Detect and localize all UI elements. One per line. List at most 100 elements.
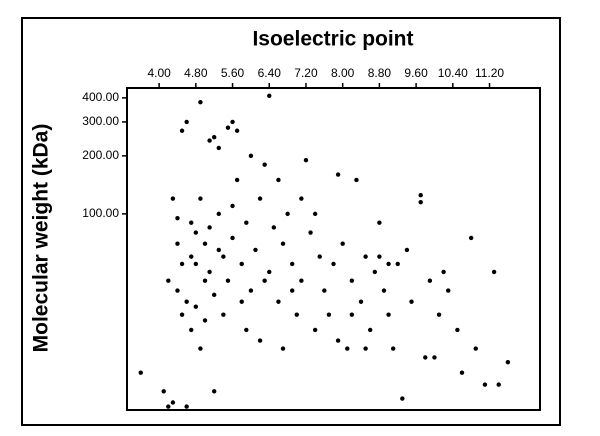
x-tick-label: 6.40	[258, 66, 282, 80]
point	[221, 312, 226, 317]
point	[189, 327, 194, 333]
point	[179, 312, 185, 317]
point	[290, 261, 295, 267]
x-tick-label: 10.40	[438, 66, 468, 80]
point	[482, 382, 488, 387]
point	[166, 404, 171, 409]
point	[138, 370, 143, 375]
point	[285, 211, 290, 217]
point	[170, 400, 176, 405]
point	[221, 254, 226, 259]
x-tick-label: 7.20	[294, 66, 318, 80]
x-tick-label: 8.00	[331, 66, 355, 80]
point	[198, 196, 203, 201]
y-axis-title: Molecular weight (kDa)	[30, 124, 53, 353]
x-tick-label: 11.20	[475, 66, 504, 80]
point	[322, 288, 327, 293]
point	[368, 327, 373, 333]
point	[441, 269, 446, 275]
point	[262, 278, 267, 283]
point	[207, 225, 212, 230]
point	[216, 145, 221, 151]
x-tick-label: 8.80	[368, 66, 392, 80]
point	[267, 93, 272, 98]
x-tick-label: 5.60	[221, 66, 245, 80]
point	[262, 162, 267, 167]
point	[395, 261, 400, 267]
point	[280, 241, 286, 246]
point	[372, 269, 377, 275]
point	[335, 172, 341, 177]
point	[363, 254, 368, 259]
point	[230, 119, 235, 125]
point	[331, 261, 336, 267]
point	[193, 261, 199, 267]
point	[184, 404, 189, 409]
x-axis-title: Isoelectric point	[252, 28, 413, 51]
point	[358, 299, 364, 304]
point	[345, 346, 350, 351]
point	[202, 241, 208, 246]
point	[239, 299, 244, 304]
point	[202, 278, 208, 283]
y-tick-label: 400.00	[82, 90, 119, 104]
point	[184, 119, 189, 125]
point	[179, 261, 185, 267]
x-tick-label: 9.60	[404, 66, 428, 80]
point	[179, 128, 185, 133]
point	[363, 346, 368, 351]
point	[491, 269, 497, 275]
point	[280, 346, 286, 351]
y-tick-label: 200.00	[82, 148, 119, 162]
point	[230, 203, 235, 209]
point	[299, 196, 304, 201]
point	[386, 312, 391, 317]
point	[303, 157, 309, 163]
point	[427, 278, 433, 283]
point	[377, 254, 382, 259]
plot-area	[126, 87, 541, 411]
point	[244, 327, 249, 333]
point	[276, 299, 281, 304]
point	[234, 177, 240, 183]
point	[455, 327, 460, 333]
point	[400, 396, 405, 401]
point	[170, 196, 176, 201]
point	[473, 346, 478, 351]
point	[468, 235, 474, 241]
point	[230, 235, 235, 241]
point	[377, 220, 382, 225]
point	[253, 247, 258, 253]
y-tick-label: 300.00	[82, 114, 119, 128]
point	[248, 288, 254, 293]
point	[354, 177, 359, 183]
point	[216, 247, 221, 253]
point	[459, 370, 465, 375]
point	[404, 247, 410, 253]
point	[349, 278, 355, 283]
point	[175, 288, 180, 293]
point	[198, 346, 203, 351]
point	[349, 312, 355, 317]
point	[211, 389, 217, 394]
point	[294, 312, 299, 317]
point	[418, 193, 423, 198]
point	[271, 225, 277, 230]
point	[340, 241, 345, 246]
point	[299, 278, 304, 283]
point	[317, 254, 322, 259]
point	[198, 99, 203, 105]
point	[326, 312, 332, 317]
point	[207, 269, 212, 275]
point	[381, 288, 387, 293]
point	[409, 299, 414, 304]
x-tick-label: 4.00	[147, 66, 171, 80]
point	[239, 261, 244, 267]
point	[161, 389, 166, 394]
point	[436, 312, 442, 317]
point	[244, 220, 249, 225]
point	[418, 199, 423, 205]
point	[193, 230, 199, 235]
y-tick-label: 100.00	[82, 206, 119, 220]
